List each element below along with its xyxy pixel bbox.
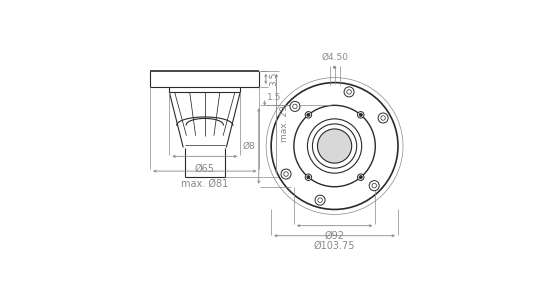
Circle shape xyxy=(344,87,354,97)
Circle shape xyxy=(318,129,352,163)
Text: Ø8: Ø8 xyxy=(243,142,256,150)
Circle shape xyxy=(307,113,310,117)
Circle shape xyxy=(378,113,388,123)
Circle shape xyxy=(281,169,291,179)
Text: Ø103.75: Ø103.75 xyxy=(314,241,356,251)
Circle shape xyxy=(357,174,364,181)
Text: max. Ø81: max. Ø81 xyxy=(181,178,228,189)
Circle shape xyxy=(307,176,310,179)
Circle shape xyxy=(315,195,325,205)
Circle shape xyxy=(357,112,364,118)
Text: max. 29: max. 29 xyxy=(280,106,289,142)
Circle shape xyxy=(359,176,362,179)
Circle shape xyxy=(290,101,300,112)
Circle shape xyxy=(359,113,362,117)
Circle shape xyxy=(369,181,379,191)
Text: Ø65: Ø65 xyxy=(195,164,215,174)
Circle shape xyxy=(305,112,312,118)
Text: Ø92: Ø92 xyxy=(325,231,344,241)
Text: 3.5: 3.5 xyxy=(269,72,278,86)
Text: 1.5: 1.5 xyxy=(267,94,281,102)
Circle shape xyxy=(305,174,312,181)
Text: Ø4.50: Ø4.50 xyxy=(321,53,348,62)
